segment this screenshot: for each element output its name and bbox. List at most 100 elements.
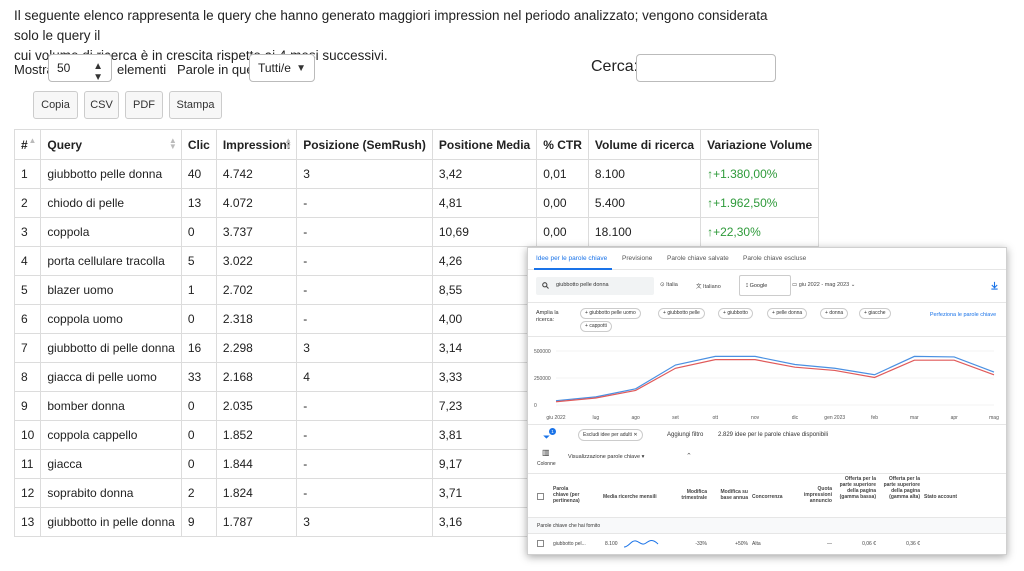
row-pos-semrush: - <box>296 246 433 276</box>
row-query: chiodo di pelle <box>40 188 182 218</box>
row-index: 10 <box>13 420 42 450</box>
broaden-chip[interactable]: + giubbotto pelle <box>658 308 705 319</box>
words-label: Parole in query <box>177 62 265 77</box>
divider <box>528 424 1006 425</box>
print-button[interactable]: Stampa <box>169 91 222 119</box>
chevron-down-icon: ⌄ <box>850 282 856 288</box>
row-volume: 5.400 <box>587 188 702 218</box>
col-account-status[interactable]: Stato account <box>924 494 958 500</box>
row-pos-semrush: - <box>296 449 433 479</box>
row-index: 13 <box>13 507 42 537</box>
date-range-filter[interactable]: ▭ giu 2022 - mag 2023 ⌄ <box>792 282 856 288</box>
divider <box>528 336 1006 337</box>
arrow-up-icon: ↑ <box>707 167 714 181</box>
broaden-chip[interactable]: + cappotti <box>580 321 612 332</box>
tab-forecast[interactable]: Previsione <box>622 255 653 262</box>
col-header-pos-semrush[interactable]: Posizione (SemRush) <box>296 129 433 160</box>
row-checkbox[interactable] <box>537 540 544 547</box>
ideas-count: 2.829 idee per le parole chiave disponib… <box>718 432 829 438</box>
planner-tabs: Idee per le parole chiave Previsione Par… <box>528 248 1006 270</box>
x-tick-label: apr <box>951 415 959 421</box>
location-filter[interactable]: ⊙ Italia <box>660 282 678 288</box>
col-header-clic[interactable]: Clic <box>180 129 217 160</box>
broaden-chip[interactable]: + giubbotto pelle uomo <box>580 308 641 319</box>
x-tick-label: ago <box>631 415 640 421</box>
col-header-ctr[interactable]: % CTR <box>536 129 589 160</box>
copy-button[interactable]: Copia <box>33 91 78 119</box>
planner-search-input[interactable]: giubbotto pelle donna <box>536 277 654 295</box>
filter-count-badge: 1 <box>549 428 556 435</box>
row-query: giacca <box>40 449 182 479</box>
col-header-pos-media[interactable]: Positione Media <box>431 129 538 160</box>
row-pos-semrush: - <box>296 391 433 421</box>
pdf-button[interactable]: PDF <box>125 91 163 119</box>
col-header-volume[interactable]: Volume di ricerca <box>587 129 702 160</box>
tab-excluded-keywords[interactable]: Parole chiave escluse <box>743 255 807 262</box>
network-filter[interactable]: ⟟ Google <box>739 275 791 296</box>
tab-saved-keywords[interactable]: Parole chiave salvate <box>667 255 729 262</box>
collapse-icon[interactable]: ⌃ <box>686 453 692 460</box>
row-pos-media: 7,23 <box>431 391 538 421</box>
row-volume: 18.100 <box>587 217 702 247</box>
col-keyword[interactable]: Parola chiave (per pertinenza) <box>553 486 580 504</box>
broaden-chip[interactable]: + pelle donna <box>767 308 808 319</box>
row-query: giubbotto di pelle donna <box>40 333 182 363</box>
col-bid-low[interactable]: Offerta per la parte superiore della pag… <box>839 476 876 500</box>
row-pos-media: 3,14 <box>431 333 538 363</box>
view-selector[interactable]: Visualizzazione parole chiave ▾ <box>568 454 645 460</box>
trend-sparkline <box>623 540 659 548</box>
broaden-chip[interactable]: + giubbotto <box>718 308 753 319</box>
row-impressions: 3.737 <box>215 217 298 247</box>
broaden-chip[interactable]: + donna <box>820 308 849 319</box>
translate-icon: 文 <box>696 284 702 290</box>
row-ctr: 0,01 <box>536 159 589 189</box>
col-bid-high[interactable]: Offerta per la parte superiore della pag… <box>883 476 920 500</box>
planner-table-row[interactable]: giubbotto pel... 8.100 -33% +50% Alta — … <box>528 534 1006 554</box>
row-clic: 0 <box>180 391 217 421</box>
broaden-chip[interactable]: + giacche <box>859 308 891 319</box>
col-avg-searches[interactable]: Media ricerche mensili <box>603 494 657 500</box>
filter-icon[interactable]: ⏷ <box>543 432 551 442</box>
table-controls: Mostra 50 ▲ ▼ elementi Parole in query Tu… <box>14 54 784 84</box>
row-query: giubbotto in pelle donna <box>40 507 182 537</box>
col-header-variation[interactable]: Variazione Volume <box>700 129 820 160</box>
csv-button[interactable]: CSV <box>84 91 119 119</box>
columns-icon[interactable]: ▥ <box>542 448 550 457</box>
refine-keywords-link[interactable]: Perfeziona le parole chiave <box>929 312 997 318</box>
col-header-index[interactable]: # ▲ <box>13 129 42 160</box>
network-value: ⟟ Google <box>746 283 768 289</box>
row-pos-semrush: - <box>296 188 433 218</box>
caret-down-icon: ▼ <box>296 63 306 74</box>
adult-filter-chip[interactable]: Escludi idee per adulti ✕ <box>578 429 643 441</box>
download-icon[interactable] <box>990 281 999 290</box>
caret-down-icon: ▾ <box>641 454 645 460</box>
words-filter-select[interactable]: Tutti/e ▼ <box>249 54 315 82</box>
row-competition: Alta <box>752 541 761 547</box>
col-header-impressions[interactable]: Impressioni ▲ ▼ <box>215 129 298 160</box>
row-pos-media: 3,71 <box>431 478 538 508</box>
table-header-row: # ▲ Query ▲ ▼ Clic Impressioni ▲ ▼ Posizione … <box>13 129 820 160</box>
search-input[interactable] <box>636 54 776 82</box>
location-pin-icon: ⊙ <box>660 282 665 288</box>
col-competition[interactable]: Concorrenza <box>752 494 783 500</box>
col-annual-change[interactable]: Modifica su base annua <box>720 489 748 501</box>
col-header-query[interactable]: Query ▲ ▼ <box>40 129 182 160</box>
col-impression-share[interactable]: Quota impressioni annuncio <box>803 486 832 504</box>
close-icon[interactable]: ✕ <box>633 432 638 438</box>
intro-line-1: Il seguente elenco rappresenta le query … <box>14 8 768 43</box>
row-impressions: 4.742 <box>215 159 298 189</box>
columns-label: Colonne <box>537 461 556 467</box>
row-impressions: 4.072 <box>215 188 298 218</box>
row-index: 6 <box>13 304 42 334</box>
tab-keyword-ideas[interactable]: Idee per le parole chiave <box>536 255 608 262</box>
row-impressions: 3.022 <box>215 246 298 276</box>
page-length-select[interactable]: 50 ▲ ▼ <box>48 54 112 83</box>
add-filter-button[interactable]: Aggiungi filtro <box>667 432 704 438</box>
x-tick-label: gen 2023 <box>824 415 845 421</box>
language-filter[interactable]: 文 Italiano <box>696 284 721 290</box>
table-row: 3 coppola 0 3.737-10,69 0,00 18.100 ↑+22,30% <box>13 217 820 247</box>
select-all-checkbox[interactable] <box>537 493 544 500</box>
row-pos-media: 8,55 <box>431 275 538 305</box>
row-query: coppola <box>40 217 182 247</box>
col-quarterly-change[interactable]: Modifica trimestrale <box>681 489 707 501</box>
